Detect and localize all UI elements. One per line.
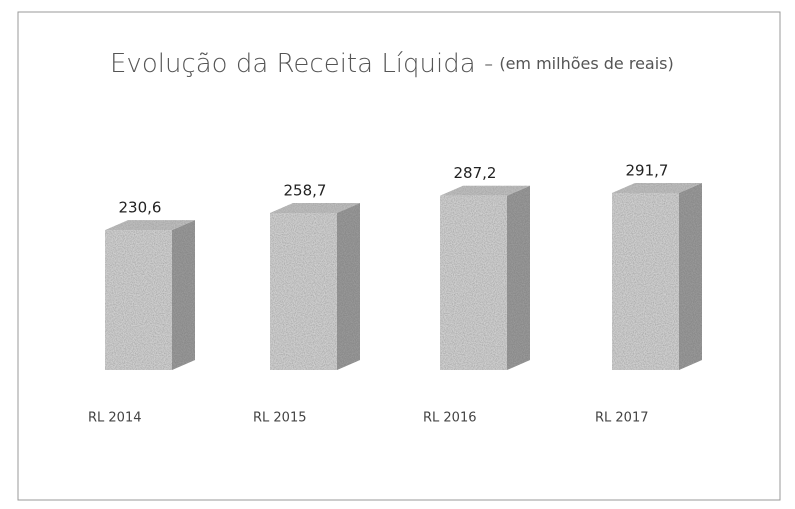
bar-top xyxy=(105,220,195,231)
bar xyxy=(105,230,172,370)
value-label: 258,7 xyxy=(284,182,327,200)
subtitle: (em milhões de reais) xyxy=(499,54,673,73)
bar xyxy=(612,193,679,370)
bar-top xyxy=(440,185,530,196)
chart-title: Evolução da Receita Líquida - (em milhões… xyxy=(110,49,674,79)
value-label: 230,6 xyxy=(119,199,162,217)
value-label: 287,2 xyxy=(454,164,497,182)
x-tick-label: RL 2015 xyxy=(253,411,307,426)
x-tick-label: RL 2017 xyxy=(595,411,649,426)
value-label: 291,7 xyxy=(626,162,669,180)
bar xyxy=(440,195,507,370)
bar-top xyxy=(612,183,702,193)
title: Evolução da Receita Líquida - xyxy=(110,49,493,79)
x-tick-label: RL 2014 xyxy=(88,411,142,426)
bar-top xyxy=(270,203,360,214)
bar-side xyxy=(507,185,530,370)
bar-side xyxy=(679,183,702,370)
bar-side xyxy=(172,220,195,370)
bar-side xyxy=(337,203,360,370)
bar xyxy=(270,213,337,370)
x-tick-label: RL 2016 xyxy=(423,411,477,426)
